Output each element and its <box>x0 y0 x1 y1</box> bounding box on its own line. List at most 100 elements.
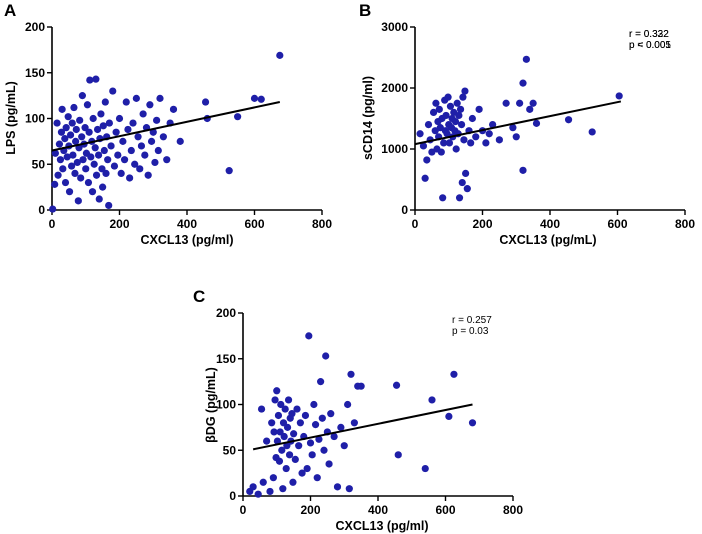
panel-a-x-tick-label: 600 <box>244 217 264 231</box>
panel-a-y-tick-label: 100 <box>25 112 45 126</box>
panel-b-data-point <box>451 117 460 126</box>
panel-c-data-point <box>325 460 333 468</box>
panel-a-data-point <box>234 113 242 121</box>
panel-a-y-tick-label: 0 <box>38 203 45 217</box>
panel-a-data-point <box>70 103 78 112</box>
panel-c-data-point <box>322 352 330 360</box>
panel-c-x-tick-label: 600 <box>435 503 455 517</box>
panel-c-data-point <box>293 405 301 413</box>
panel-c-data-point <box>282 464 290 473</box>
panel-c-data-point <box>259 478 267 486</box>
panel-a-data-point <box>77 174 85 182</box>
panel-b-r-value: r = 0.322 <box>629 29 669 40</box>
panel-c-data-point <box>337 423 345 431</box>
panel-c-x-tick-label: 800 <box>503 503 523 517</box>
panel-a-data-point <box>64 113 72 121</box>
panel-a-data-point <box>61 135 69 143</box>
panel-a-data-point <box>54 171 62 179</box>
panel-a-data-point <box>69 151 77 159</box>
panel-c-data-point <box>283 423 292 431</box>
panel-a-data-point <box>90 160 98 168</box>
panel-a-y-tick-label: 200 <box>25 20 45 34</box>
panel-a-data-point <box>93 125 102 134</box>
panel-a-data-point <box>51 149 59 157</box>
panel-b-data-point <box>468 114 476 123</box>
panel-a-data-point <box>49 205 57 213</box>
panel-c-data-point <box>275 457 284 465</box>
panel-a-data-point <box>87 153 95 161</box>
panel-a-data-point <box>89 114 97 123</box>
panel-b-data-point <box>516 99 524 107</box>
panel-a-regression-line <box>51 101 281 152</box>
panel-c-data-point <box>344 400 352 409</box>
panel-a-data-point <box>276 51 284 59</box>
panel-a-data-point <box>120 156 129 164</box>
panel-a-data-point <box>156 94 164 102</box>
panel-c-letter: C <box>193 287 205 306</box>
panel-a-data-point <box>74 197 82 205</box>
panel-c-data-point <box>313 474 321 482</box>
panel-c-data-point <box>392 381 401 389</box>
panel-a-data-point <box>91 144 99 152</box>
panel-c-data-point <box>289 478 297 486</box>
panel-c-data-point <box>350 419 358 427</box>
panel-c-data-point <box>340 442 348 450</box>
panel-b-y-tick-label: 0 <box>401 203 408 217</box>
panel-c-y-tick-label: 150 <box>216 352 236 366</box>
panel-a-data-point <box>65 188 74 196</box>
panel-c-data-point <box>288 410 296 418</box>
panel-b-x-tick-label: 400 <box>540 217 560 231</box>
panel-c-data-point <box>273 387 281 395</box>
panel-b-data-point <box>458 178 466 187</box>
panel-a-y-axis-title: LPS (pg/mL) <box>4 81 18 155</box>
panel-a-data-point <box>92 171 101 179</box>
panel-b-data-point <box>445 139 454 147</box>
panel-a-data-point <box>78 133 86 141</box>
panel-b-y-tick-label: 1000 <box>381 142 408 156</box>
panel-b-data-point <box>475 105 483 113</box>
panel-b-x-tick-label: 0 <box>412 217 419 231</box>
panel-b-x-axis-title: CXCL13 (pg/mL) <box>499 233 596 247</box>
panel-a-data-point <box>225 167 233 175</box>
panel-a-data-point <box>85 128 93 136</box>
panel-a-data-point <box>107 142 115 150</box>
panel-a-data-point <box>88 188 97 196</box>
panel-a-y-tick-label: 150 <box>25 66 45 80</box>
panel-c-data-point <box>308 451 316 459</box>
panel-b-data-point <box>485 130 493 138</box>
panel-b-y-tick-label: 2000 <box>381 81 408 95</box>
panel-a-data-point <box>149 128 157 136</box>
panel-a-data-point <box>124 125 132 134</box>
panel-a-data-point <box>66 131 75 139</box>
panel-c-data-point <box>428 396 436 404</box>
panel-a-letter: A <box>4 1 16 20</box>
panel-c-data-point <box>298 469 306 477</box>
panel-a-data-point <box>201 98 210 106</box>
panel-b-data-point <box>526 105 534 113</box>
panel-a-data-point <box>76 116 84 124</box>
panel-a-x-axis-title: CXCL13 (pg/ml) <box>140 233 233 247</box>
panel-c-data-point <box>318 414 326 422</box>
panel-a-data-point <box>57 128 66 136</box>
panel-b-data-point <box>452 145 460 153</box>
panel-a-data-point <box>134 133 142 141</box>
panel-a-data-point <box>137 142 146 150</box>
panel-c-data-point <box>279 485 287 493</box>
panel-c-y-tick-label: 100 <box>216 398 236 412</box>
panel-b-data-point <box>429 108 438 116</box>
panel-a-data-point <box>159 133 167 141</box>
panel-c-data-point <box>270 428 278 436</box>
panel-a-data-point <box>61 178 70 187</box>
panel-a-data-point <box>95 195 103 203</box>
panel-a-data-point <box>146 101 154 109</box>
panel-a-data-point <box>62 124 70 132</box>
panel-b-x-tick-label: 600 <box>607 217 627 231</box>
panel-a-data-point <box>55 140 64 148</box>
panel-b-data-point <box>457 121 466 129</box>
panel-b-data-point <box>615 92 623 100</box>
panel-c-data-point <box>357 382 365 390</box>
panel-b-data-point <box>435 105 443 113</box>
panel-c-data-point <box>257 405 266 413</box>
panel-a-data-point <box>102 169 110 177</box>
